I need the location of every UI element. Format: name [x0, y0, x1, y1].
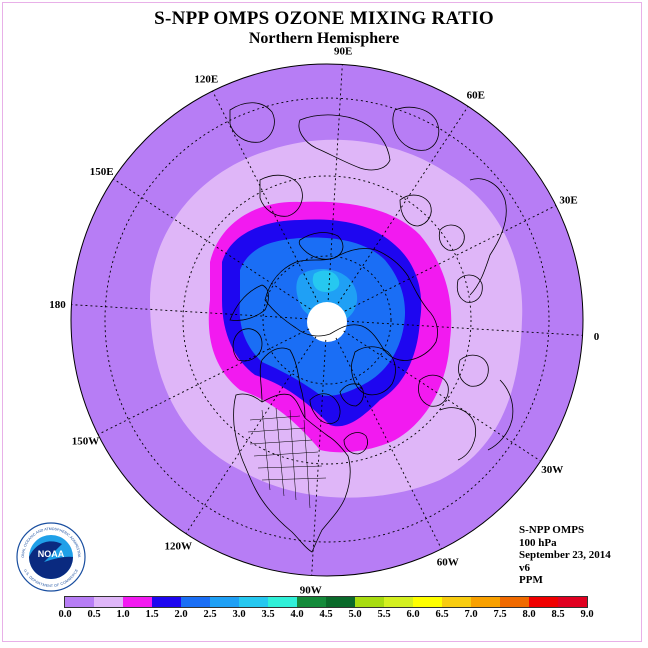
colorbar-swatch-10	[355, 597, 384, 607]
meridian-6	[311, 339, 327, 576]
colorbar-tick-16: 8.0	[522, 609, 536, 620]
colorbar-tick-1: 0.5	[87, 609, 101, 620]
colorbar-tick-0: 0.0	[58, 609, 72, 620]
lon-label-6: 90W	[300, 585, 322, 597]
colorbar-tick-10: 5.0	[348, 609, 362, 620]
info-units: PPM	[519, 574, 543, 586]
colorbar-swatch-2	[123, 597, 152, 607]
info-block: S-NPP OMPS 100 hPa September 23, 2014 v6…	[519, 524, 611, 587]
colorbar-swatch-11	[384, 597, 413, 607]
meridian-3	[346, 320, 583, 336]
lon-label-8: 150W	[72, 436, 100, 448]
colorbar-tick-2: 1.0	[116, 609, 130, 620]
colorbar-tick-12: 6.0	[406, 609, 420, 620]
field-3.0-3.5	[312, 270, 340, 292]
colorbar-swatch-3	[152, 597, 181, 607]
colorbar-tick-7: 3.5	[261, 609, 275, 620]
info-date: September 23, 2014	[519, 549, 611, 561]
meridian-7	[185, 336, 317, 534]
noaa-logo: NOAA NATIONAL OCEANIC AND ATMOSPHERIC AD…	[16, 522, 86, 592]
lon-label-9: 180	[49, 299, 66, 311]
lon-label-2: 30E	[559, 194, 577, 206]
lon-label-0: 90E	[334, 45, 352, 57]
graticule	[71, 64, 583, 576]
colorbar-swatch-7	[268, 597, 297, 607]
logo-text: NOAA	[38, 549, 65, 559]
colorbar-tick-11: 5.5	[377, 609, 391, 620]
colorbar-ticks: 0.0 0.5 1.0 1.5 2.0 2.5 3.0 3.5 4.0 4.5 5.0 5.5 6.0 6…	[0, 609, 648, 623]
meridian-10	[113, 178, 311, 310]
meridian-11	[212, 90, 319, 303]
colorbar-swatch-16	[529, 597, 558, 607]
meridian-2	[344, 205, 557, 312]
colorbar-tick-8: 4.0	[290, 609, 304, 620]
colorbar-tick-18: 9.0	[580, 609, 594, 620]
colorbar-swatch-0	[65, 597, 94, 607]
polar-no-data	[307, 302, 347, 342]
colorbar-tick-9: 4.5	[319, 609, 333, 620]
meridian-5	[335, 337, 442, 550]
colorbar-tick-6: 3.0	[232, 609, 246, 620]
colorbar-swatch-17	[558, 597, 587, 607]
meridian-8	[97, 328, 310, 435]
info-version: v6	[519, 561, 530, 574]
meridian-0	[327, 64, 343, 301]
info-instrument: S-NPP OMPS	[519, 524, 585, 536]
lon-label-3: 0	[594, 331, 600, 343]
lon-label-5: 60W	[437, 557, 459, 569]
colorbar-swatch-13	[442, 597, 471, 607]
colorbar-tick-15: 7.5	[493, 609, 507, 620]
meridian-4	[343, 330, 541, 462]
latitude-circle-70	[262, 255, 392, 385]
lon-label-7: 120W	[164, 540, 192, 552]
lon-label-10: 150E	[90, 166, 114, 178]
colorbar-swatch-15	[500, 597, 529, 607]
colorbar-swatch-5	[210, 597, 239, 607]
lon-label-1: 60E	[467, 90, 485, 102]
colorbar-tick-4: 2.0	[174, 609, 188, 620]
us-state-borders	[247, 407, 327, 509]
latitude-circle-30	[104, 97, 550, 543]
meridian-1	[337, 106, 469, 304]
colorbar-tick-14: 7.0	[464, 609, 478, 620]
colorbar-swatch-8	[297, 597, 326, 607]
colorbar-swatch-9	[326, 597, 355, 607]
colorbar-swatch-6	[239, 597, 268, 607]
colorbar-tick-5: 2.5	[203, 609, 217, 620]
lon-label-4: 30W	[541, 464, 563, 476]
colorbar-tick-17: 8.5	[551, 609, 565, 620]
map-boundary	[70, 63, 584, 577]
meridian-9	[71, 304, 308, 320]
ozone-field	[71, 64, 583, 576]
coastlines	[229, 102, 514, 553]
colorbar	[64, 596, 588, 608]
colorbar-tick-13: 6.5	[435, 609, 449, 620]
colorbar-tick-3: 1.5	[145, 609, 159, 620]
colorbar-swatch-1	[94, 597, 123, 607]
latitude-circle-50	[182, 175, 472, 465]
map-subtitle: Northern Hemisphere	[248, 30, 400, 47]
colorbar-swatch-14	[471, 597, 500, 607]
colorbar-swatch-12	[413, 597, 442, 607]
info-pressure-level: 100 hPa	[519, 536, 557, 549]
lon-label-11: 120E	[194, 73, 218, 85]
meridian-lines	[71, 64, 583, 576]
colorbar-swatch-4	[181, 597, 210, 607]
map-title: S-NPP OMPS OZONE MIXING RATIO	[154, 8, 494, 29]
longitude-labels: 90E 60E 30E 0 30W 60W 90W 120W 150W 180 150E 120E	[49, 45, 600, 596]
figure-frame	[2, 2, 642, 642]
